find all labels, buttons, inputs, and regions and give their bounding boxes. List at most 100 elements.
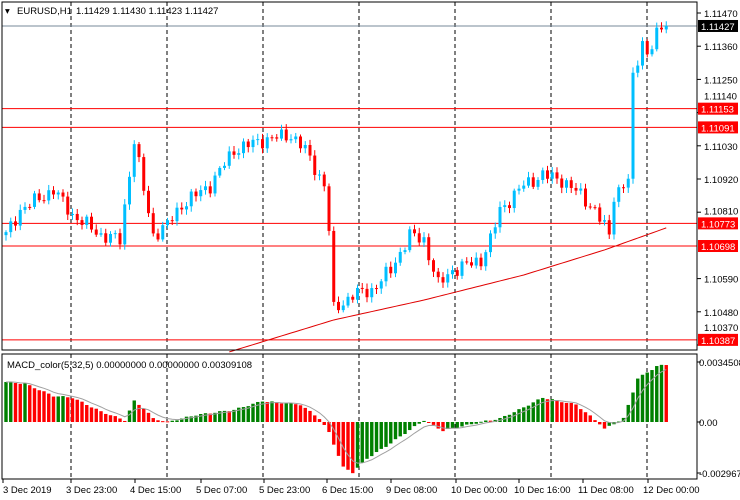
- macd-bar: [526, 405, 531, 422]
- bull-candle: [166, 220, 169, 226]
- ohlc-label: 1.11429 1.11430 1.11423 1.11427: [76, 6, 218, 17]
- bull-candle: [527, 177, 530, 186]
- horizontal-levels[interactable]: [2, 108, 697, 341]
- bear-candle: [332, 230, 336, 302]
- macd-bar: [522, 407, 526, 422]
- macd-bar: [208, 413, 212, 422]
- bear-candle: [270, 137, 274, 139]
- bull-candle: [550, 172, 554, 179]
- macd-bar: [61, 396, 65, 422]
- bear-candle: [42, 200, 46, 202]
- macd-bar: [256, 401, 260, 422]
- macd-bar: [317, 419, 322, 422]
- macd-bar: [303, 407, 307, 422]
- level-price-badge: [698, 333, 738, 346]
- macd-bar: [374, 422, 379, 453]
- macd-bar: [555, 400, 559, 422]
- price-tick-label: 1.11360: [704, 42, 738, 53]
- bear-candle: [508, 205, 511, 209]
- bull-candle: [237, 153, 241, 155]
- macd-bar: [474, 422, 478, 424]
- bull-candle: [294, 136, 298, 140]
- macd-bar: [222, 410, 227, 422]
- macd-bar: [260, 401, 265, 422]
- bull-candle: [256, 139, 260, 141]
- macd-bar: [289, 403, 293, 422]
- bull-candle: [512, 190, 516, 209]
- macd-bar: [621, 417, 626, 422]
- bull-candle: [565, 180, 568, 188]
- macd-bar: [218, 411, 222, 422]
- bull-candle: [522, 185, 526, 189]
- macd-bar: [28, 385, 32, 422]
- macd-bar: [441, 422, 445, 432]
- macd-bar: [469, 422, 474, 425]
- bull-candle: [460, 261, 464, 276]
- bear-candle: [37, 193, 41, 201]
- bear-candle: [546, 170, 549, 179]
- price-tick-label: 1.10370: [704, 323, 738, 334]
- macd-bar: [118, 418, 122, 422]
- macd-bar: [446, 422, 450, 430]
- bull-candle: [451, 270, 454, 275]
- macd-bar: [56, 396, 60, 422]
- macd-bar: [85, 405, 89, 422]
- macd-bar: [332, 422, 336, 445]
- macd-bar: [165, 421, 170, 423]
- bear-candle: [351, 296, 355, 300]
- bull-candle: [394, 262, 397, 274]
- bull-candle: [636, 65, 640, 73]
- bull-candle: [346, 296, 350, 306]
- macd-tick-label: 0.00: [699, 418, 718, 429]
- macd-bar: [351, 422, 355, 474]
- macd-bar: [460, 422, 464, 427]
- macd-bar: [512, 412, 516, 422]
- macd-bar: [636, 378, 640, 422]
- macd-bar: [645, 372, 649, 422]
- macd-bar: [569, 402, 573, 422]
- macd-bar: [156, 420, 160, 422]
- macd-bar: [146, 412, 151, 422]
- macd-bar: [403, 422, 407, 434]
- macd-bar: [664, 365, 668, 422]
- macd-bar: [108, 415, 113, 422]
- collapse-arrow-icon[interactable]: ▾: [5, 6, 10, 17]
- bear-candle: [261, 139, 264, 149]
- macd-bar: [531, 402, 535, 422]
- macd-bar: [465, 422, 469, 425]
- bull-candle: [384, 266, 388, 282]
- macd-bar: [412, 422, 417, 427]
- macd-bar: [431, 422, 436, 425]
- bear-candle: [75, 213, 79, 221]
- macd-bar: [298, 405, 303, 422]
- current-price-badge: [698, 19, 738, 32]
- bear-candle: [427, 237, 431, 261]
- macd-bar: [422, 420, 426, 422]
- bear-candle: [104, 233, 108, 243]
- macd-bar: [265, 402, 269, 422]
- bear-candle: [375, 288, 378, 290]
- bear-candle: [308, 145, 312, 156]
- macd-bar: [13, 383, 18, 422]
- time-tick-label: 10 Dec 00:00: [451, 485, 508, 496]
- time-tick-label: 9 Dec 08:00: [386, 485, 437, 496]
- bull-candle: [18, 209, 22, 226]
- bull-candle: [541, 170, 545, 180]
- bear-candle: [322, 174, 326, 187]
- bull-candle: [128, 176, 131, 205]
- bull-candle: [85, 216, 89, 225]
- bear-candle: [208, 186, 212, 194]
- bear-candle: [360, 287, 364, 289]
- macd-bar: [408, 422, 412, 431]
- macd-label: MACD_color(5,32,5) 0.00000000 0.00000000…: [7, 360, 252, 371]
- bull-candle: [280, 129, 283, 139]
- bear-candle: [584, 188, 587, 207]
- current-price-label: 1.11427: [701, 22, 735, 33]
- bull-candle: [303, 145, 307, 149]
- macd-bar: [322, 422, 326, 425]
- bull-candle: [655, 27, 659, 50]
- bull-candle: [489, 233, 492, 253]
- price-tick-label: 1.10590: [704, 275, 738, 286]
- macd-bar: [574, 404, 578, 422]
